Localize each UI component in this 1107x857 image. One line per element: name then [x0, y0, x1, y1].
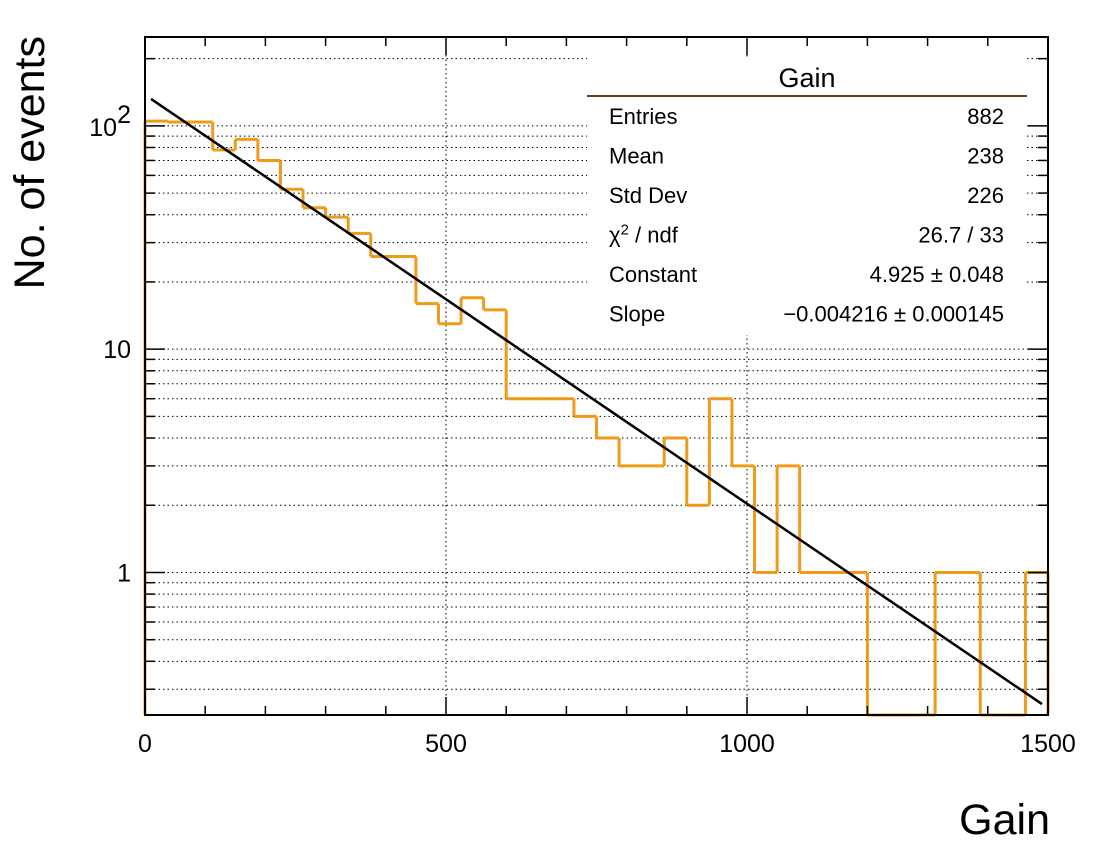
stats-row-label: Constant [609, 262, 697, 287]
stats-row-value: 882 [967, 104, 1004, 129]
stats-row-value: −0.004216 ± 0.000145 [783, 302, 1004, 327]
stats-row-label: Mean [609, 144, 664, 169]
fit-line [150, 97, 1043, 706]
y-axis-title: No. of events [6, 36, 54, 289]
stats-row-label: Entries [609, 104, 677, 129]
plot-frame [144, 36, 1049, 716]
x-tick-label: 500 [425, 730, 467, 758]
stats-row-value: 226 [967, 183, 1004, 208]
x-tick-label: 1000 [719, 730, 775, 758]
stats-row-value: 4.925 ± 0.048 [870, 262, 1004, 287]
stats-row-value: 26.7 / 33 [918, 223, 1004, 248]
stats-row-label: Slope [609, 302, 665, 327]
y-tick-label: 10 [103, 336, 131, 364]
stats-box: Gain Entries 882 Mean 238 Std Dev 226 χ2 / ndf 2… [587, 58, 1027, 335]
stats-row-label: χ2 / ndf [609, 222, 679, 248]
stats-box-title: Gain [778, 63, 835, 93]
y-tick-label: 1 [117, 559, 131, 587]
y-tick-label-exponent: 2 [117, 101, 131, 129]
stats-row-label: Std Dev [609, 183, 687, 208]
stats-row-value: 238 [967, 144, 1004, 169]
fit-line-series [150, 97, 1043, 706]
x-tick-label: 0 [138, 730, 152, 758]
x-tick-label: 1500 [1020, 730, 1076, 758]
x-axis-title: Gain [959, 796, 1050, 844]
y-tick-label: 10 [89, 114, 117, 142]
stats-box-background [587, 58, 1027, 335]
